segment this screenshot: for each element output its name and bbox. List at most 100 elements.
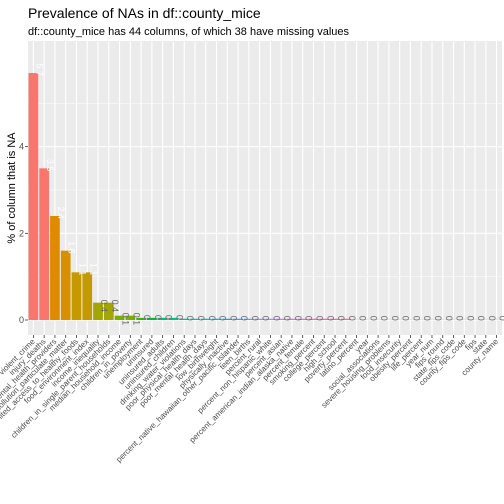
bar xyxy=(147,317,157,320)
data-label: 0 xyxy=(228,316,238,321)
bar xyxy=(276,318,287,320)
bar xyxy=(330,318,340,320)
data-label: 0 xyxy=(433,316,443,321)
data-label: 1.6 xyxy=(67,241,77,254)
data-label: 0 xyxy=(465,316,475,321)
y-axis-label: % of column that is NA xyxy=(6,132,18,244)
data-label: 3.5 xyxy=(45,159,55,172)
data-label: 0 xyxy=(271,316,281,321)
data-label: 0 xyxy=(239,316,249,321)
data-label: 0 xyxy=(411,316,421,321)
data-label: 0 xyxy=(455,316,465,321)
data-label: 0 xyxy=(282,316,292,321)
data-label: 0 xyxy=(487,316,497,321)
bar xyxy=(427,318,437,320)
data-label: 0 xyxy=(218,316,228,321)
bar xyxy=(39,168,50,320)
bar xyxy=(28,73,39,320)
bar xyxy=(340,318,351,320)
bar xyxy=(179,318,190,320)
data-label: 0 xyxy=(476,316,486,321)
bar xyxy=(222,318,233,320)
data-label: 0 xyxy=(379,316,389,321)
bar xyxy=(71,272,82,320)
data-label: 0 xyxy=(185,316,195,321)
bar xyxy=(157,317,168,320)
data-label: 1.1 xyxy=(88,263,98,276)
data-label: 0 xyxy=(368,316,378,321)
bar xyxy=(103,302,114,320)
bar xyxy=(308,318,319,320)
data-label: 0 xyxy=(325,316,335,321)
bar xyxy=(351,318,362,320)
bar xyxy=(93,302,103,320)
bars xyxy=(28,73,502,320)
bar xyxy=(82,272,93,320)
data-label: 0 xyxy=(314,316,324,321)
bar xyxy=(470,318,480,320)
grid-lines xyxy=(28,41,502,335)
data-label: 0 xyxy=(293,316,303,321)
bar xyxy=(373,318,383,320)
data-label: 0.4 xyxy=(99,300,109,313)
y-tick-label: 0 xyxy=(19,315,24,325)
data-label: 0 xyxy=(444,316,454,321)
data-label: 0 xyxy=(390,316,400,321)
y-ticks: 0 2 4 xyxy=(19,142,28,325)
y-tick-label: 2 xyxy=(19,228,24,238)
x-ticks: violent_crimeinjury_deathsmental_health_… xyxy=(0,335,500,464)
bar xyxy=(384,318,394,320)
chart-title: Prevalence of NAs in df::county_mice xyxy=(28,5,261,21)
data-label: 0 xyxy=(196,316,206,321)
data-label: 0 xyxy=(304,316,314,321)
data-label: 5.7 xyxy=(34,63,44,76)
bar xyxy=(265,318,276,320)
data-label: 0 xyxy=(153,315,163,320)
data-label: 0 xyxy=(174,315,184,320)
chart-subtitle: df::county_mice has 44 columns, of which… xyxy=(28,26,349,38)
bar xyxy=(60,250,71,320)
bar xyxy=(211,318,222,320)
data-label: 0 xyxy=(261,316,271,321)
data-label: 0 xyxy=(250,316,260,321)
data-label: 0.4 xyxy=(110,300,120,313)
data-label: 0 xyxy=(207,316,217,321)
data-label: 0 xyxy=(358,316,368,321)
data-label: 1.1 xyxy=(77,263,87,276)
data-label: 0 xyxy=(347,316,357,321)
plot-panel xyxy=(28,41,502,335)
data-label: 2.4 xyxy=(56,206,66,219)
bar xyxy=(243,318,254,320)
bar xyxy=(416,318,427,320)
bar xyxy=(136,317,146,320)
data-label: 0 xyxy=(164,315,174,320)
data-label: 0 xyxy=(401,316,411,321)
bar xyxy=(190,318,200,320)
bar xyxy=(200,318,211,320)
bar xyxy=(362,318,373,320)
data-label: 0 xyxy=(142,315,152,320)
bar xyxy=(254,318,265,320)
bar xyxy=(394,318,405,320)
data-label: 0.1 xyxy=(131,313,141,326)
bar xyxy=(114,315,125,320)
bar xyxy=(233,318,243,320)
data-label: 0 xyxy=(498,316,504,321)
bar xyxy=(405,318,416,320)
bar xyxy=(297,318,308,320)
bar xyxy=(50,216,60,320)
bar xyxy=(287,318,297,320)
data-label: 0.1 xyxy=(121,313,131,326)
bar xyxy=(448,318,459,320)
data-labels: 5.73.52.41.61.1 1.10.4 0.40.1 0.1 0 0 0 0 0 0 0 0 0 0… xyxy=(34,63,504,325)
bar xyxy=(125,315,136,320)
data-label: 0 xyxy=(336,316,346,321)
bar xyxy=(480,318,491,320)
bar xyxy=(319,318,330,320)
bar xyxy=(491,318,502,320)
y-tick-label: 4 xyxy=(19,142,24,152)
bar xyxy=(459,318,470,320)
bar xyxy=(168,317,179,320)
bar xyxy=(437,318,448,320)
